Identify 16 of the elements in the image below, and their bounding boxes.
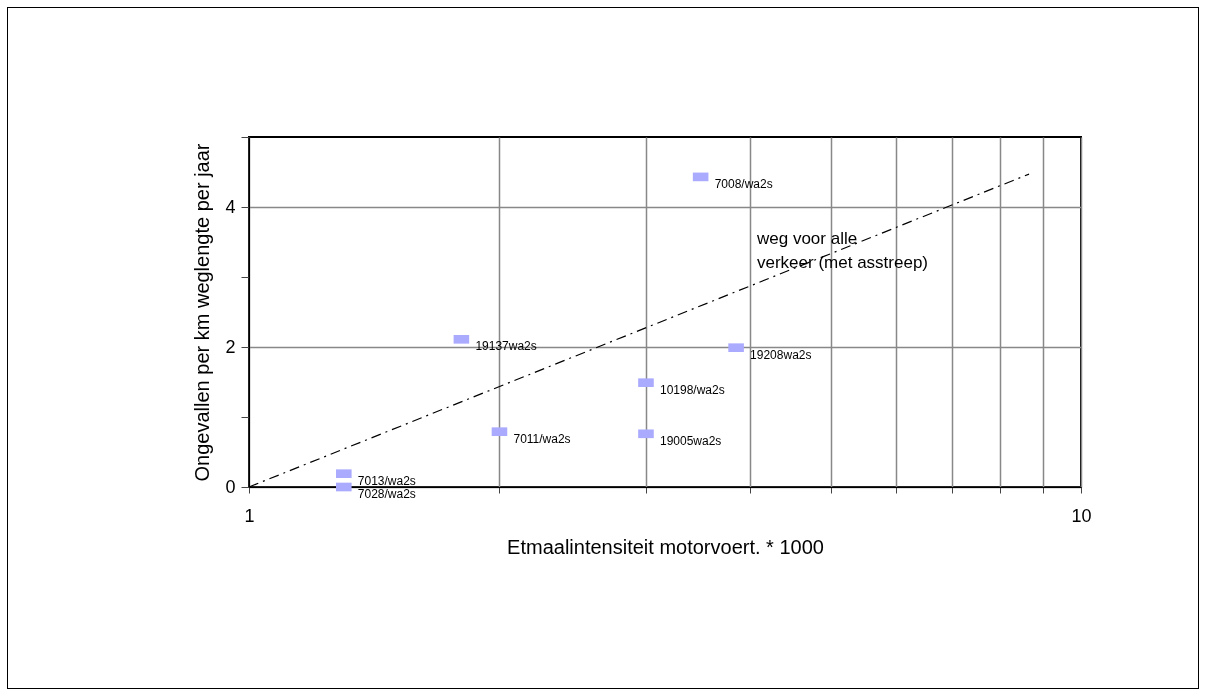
- y-tick-label: 2: [225, 336, 236, 357]
- annotation: 7008/wa2s: [714, 176, 773, 191]
- y-tick-label: 4: [225, 196, 236, 217]
- annotation: 10198/wa2s: [659, 382, 725, 397]
- annotation: 7028/wa2s: [357, 487, 416, 501]
- annotation: 19005wa2s: [659, 433, 722, 448]
- annotation: weg voor alle verkeer (met asstreep): [756, 229, 928, 272]
- annotation: 19208wa2s: [750, 347, 812, 362]
- annotation: 19137wa2s: [475, 339, 537, 354]
- annotation: 7011/wa2s: [513, 431, 571, 446]
- y-axis-title: Ongevallen per km weglengte per jaar: [191, 143, 214, 482]
- annotation: 7013/wa2s: [357, 473, 416, 488]
- y-tick-label: 0: [225, 476, 236, 497]
- x-tick-label: 1: [244, 505, 255, 526]
- x-tick-label: 10: [1071, 505, 1092, 526]
- x-axis-title: Etmaalintensiteit motorvoert. * 1000: [507, 535, 824, 558]
